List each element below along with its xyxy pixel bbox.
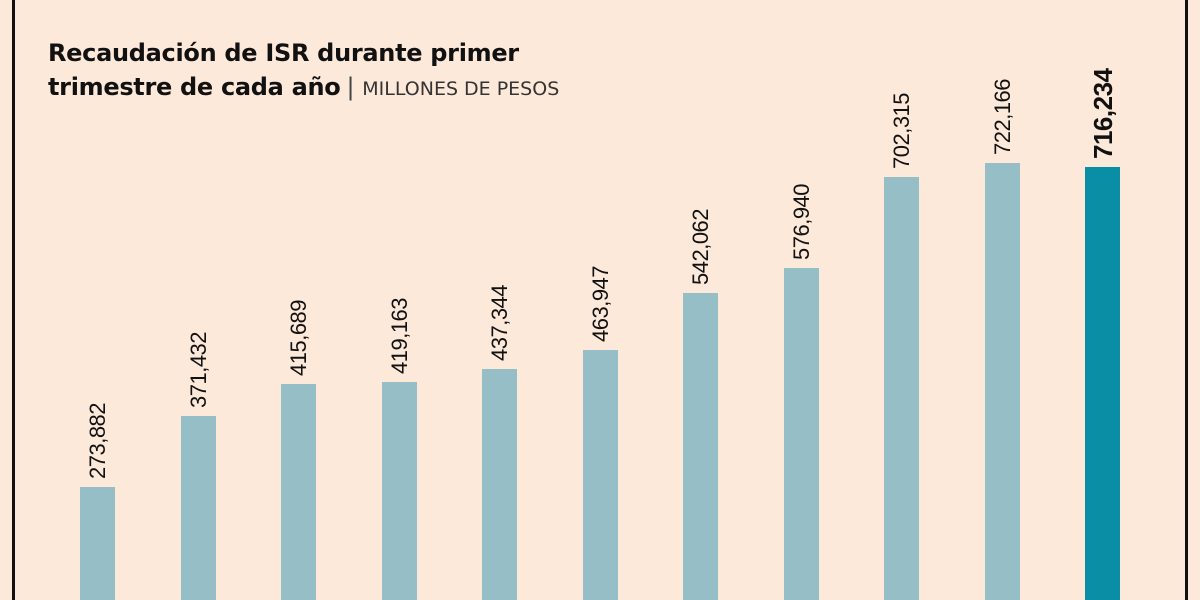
bar-value-label: 437,344 — [487, 284, 512, 361]
bar — [683, 293, 718, 600]
bar-value-label: 463,947 — [588, 265, 613, 342]
frame-border-left — [12, 0, 15, 600]
bar-value-label: 576,940 — [789, 183, 814, 260]
bar — [985, 163, 1020, 600]
bar — [281, 384, 316, 600]
unit-label: MILLONES DE PESOS — [362, 78, 560, 100]
bar-value-label: 419,163 — [387, 297, 412, 374]
title-line-1: Recaudación de ISR durante primer — [48, 39, 519, 67]
bar — [382, 382, 417, 600]
title-separator: | — [346, 73, 355, 101]
bar-value-label: 371,432 — [186, 331, 211, 408]
bar-value-label: 722,166 — [990, 78, 1015, 155]
bar-value-label: 415,689 — [286, 299, 311, 376]
bar-value-label: 702,315 — [889, 92, 914, 169]
bar — [181, 416, 216, 600]
bar — [884, 177, 919, 600]
chart-title: Recaudación de ISR durante primer trimes… — [48, 36, 559, 106]
frame-border-right — [1185, 0, 1188, 600]
bar-value-label: 542,062 — [688, 208, 713, 285]
bar — [482, 369, 517, 600]
bar-value-label: 716,234 — [1088, 68, 1118, 159]
bar-value-label: 273,882 — [85, 402, 110, 479]
title-line-2-text: trimestre de cada año — [48, 73, 341, 101]
bar — [1085, 167, 1120, 600]
bar — [583, 350, 618, 600]
title-line-2: trimestre de cada año | MILLONES DE PESOS — [48, 70, 559, 106]
bar — [80, 487, 115, 600]
bar — [784, 268, 819, 600]
